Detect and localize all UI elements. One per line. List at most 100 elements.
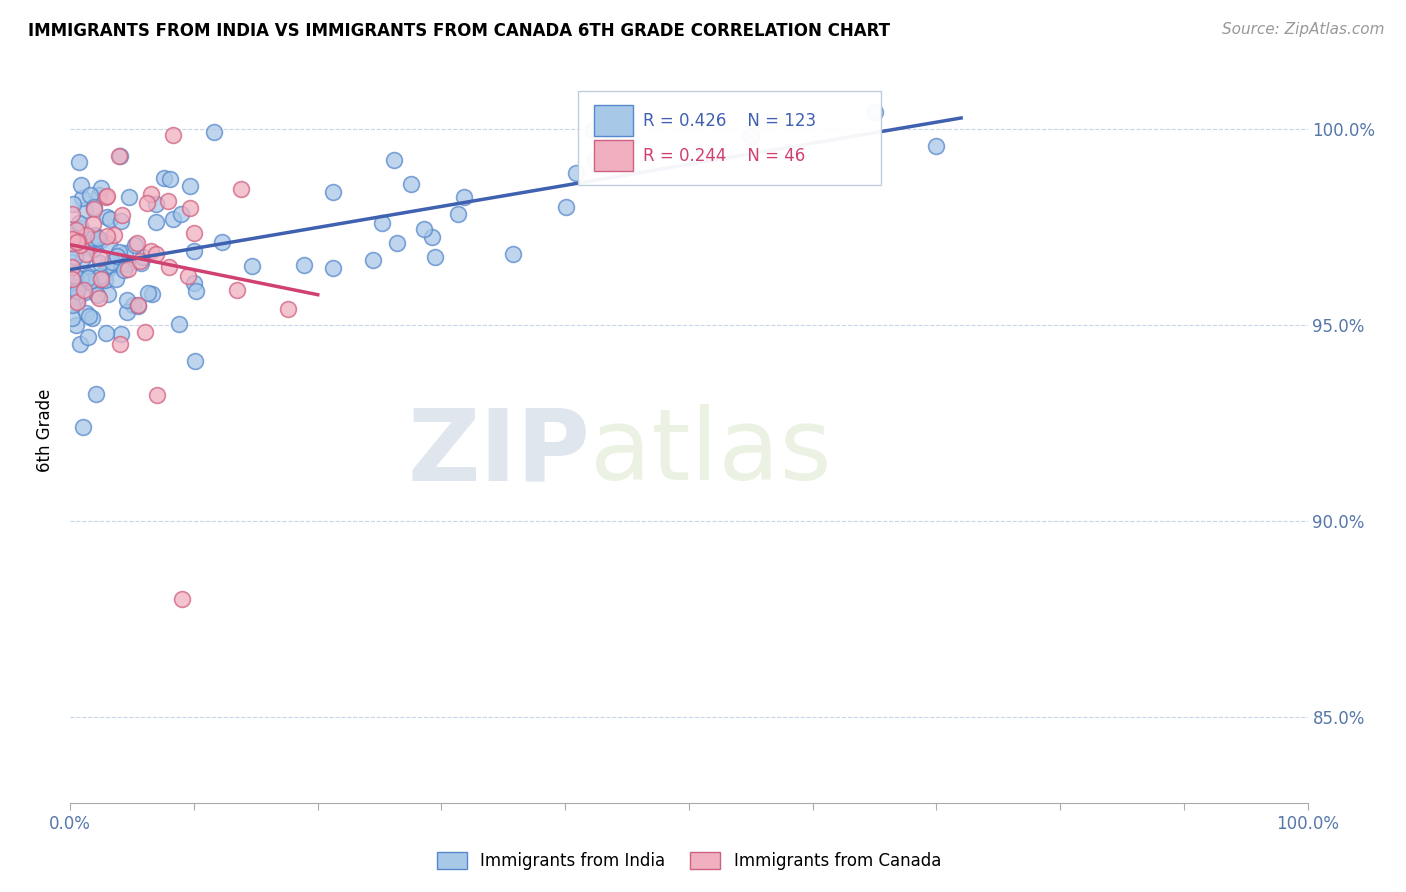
Point: [167, 317, 190, 331]
Point: [101, 254, 124, 268]
Point: [157, 194, 180, 208]
Point: [83, 200, 105, 214]
Point: [96, 326, 118, 340]
Point: [322, 185, 344, 199]
Point: [70, 221, 93, 235]
Point: [66, 235, 89, 250]
Point: [127, 299, 149, 313]
Point: [453, 189, 475, 203]
Point: [122, 297, 145, 311]
Point: [75, 240, 97, 254]
Point: [77, 232, 100, 246]
Point: [179, 179, 201, 194]
Point: [97, 261, 120, 276]
Point: [146, 388, 169, 402]
Point: [105, 249, 128, 263]
Point: [63, 270, 86, 285]
Point: [98, 211, 121, 226]
Point: [83, 227, 105, 242]
Point: [136, 286, 159, 301]
Point: [117, 257, 139, 271]
Point: [75, 227, 97, 242]
FancyBboxPatch shape: [593, 105, 633, 136]
Point: [60, 272, 83, 286]
Point: [67, 216, 90, 230]
Point: [60, 254, 83, 268]
Point: [159, 172, 181, 186]
Point: [77, 330, 100, 344]
Point: [72, 420, 94, 434]
Point: [90, 272, 112, 286]
Point: [65, 234, 87, 248]
Point: [502, 247, 524, 261]
Point: [110, 256, 132, 270]
Point: [117, 261, 139, 276]
Point: [177, 269, 200, 284]
Point: [141, 286, 163, 301]
Point: [60, 267, 83, 281]
Point: [226, 283, 249, 297]
Point: [110, 207, 132, 221]
Point: [110, 327, 132, 342]
Point: [170, 207, 193, 221]
Point: [60, 207, 83, 221]
Point: [87, 291, 110, 305]
Point: [97, 286, 120, 301]
Point: [84, 230, 107, 244]
Point: [162, 128, 184, 142]
FancyBboxPatch shape: [593, 140, 633, 171]
Point: [65, 290, 87, 304]
Point: [62, 288, 84, 302]
Point: [80, 310, 103, 325]
Point: [65, 318, 87, 333]
Point: [77, 269, 100, 284]
Text: IMMIGRANTS FROM INDIA VS IMMIGRANTS FROM CANADA 6TH GRADE CORRELATION CHART: IMMIGRANTS FROM INDIA VS IMMIGRANTS FROM…: [28, 22, 890, 40]
Point: [361, 253, 384, 268]
Point: [67, 155, 90, 169]
Point: [129, 256, 152, 270]
Point: [90, 181, 112, 195]
Point: [70, 191, 93, 205]
Point: [129, 254, 152, 268]
Point: [863, 105, 886, 120]
Point: [292, 258, 315, 272]
Point: [322, 260, 344, 275]
Point: [62, 267, 84, 281]
Point: [179, 201, 201, 215]
Point: [62, 197, 84, 211]
Point: [112, 263, 135, 277]
Point: [925, 139, 948, 153]
Point: [132, 250, 155, 264]
Point: [86, 287, 108, 301]
Point: [70, 272, 93, 286]
Point: [60, 310, 83, 325]
Y-axis label: 6th Grade: 6th Grade: [37, 389, 55, 472]
Point: [110, 213, 132, 227]
Point: [202, 125, 225, 139]
Text: Source: ZipAtlas.com: Source: ZipAtlas.com: [1222, 22, 1385, 37]
Point: [62, 237, 84, 252]
Text: ZIP: ZIP: [408, 404, 591, 501]
Point: [90, 233, 112, 247]
Point: [420, 230, 443, 244]
Point: [82, 231, 104, 245]
Point: [277, 302, 299, 317]
Point: [170, 591, 193, 606]
Point: [89, 268, 111, 283]
Point: [83, 202, 105, 217]
Point: [66, 235, 89, 249]
Point: [79, 188, 101, 202]
Point: [382, 153, 405, 168]
Point: [108, 337, 131, 351]
Point: [77, 309, 100, 323]
Point: [145, 246, 167, 260]
FancyBboxPatch shape: [578, 92, 880, 185]
Point: [114, 246, 136, 260]
Point: [134, 326, 156, 340]
Point: [69, 337, 91, 351]
Point: [60, 260, 83, 274]
Point: [72, 283, 94, 297]
Point: [66, 295, 89, 310]
Point: [97, 237, 120, 252]
Point: [412, 222, 434, 236]
